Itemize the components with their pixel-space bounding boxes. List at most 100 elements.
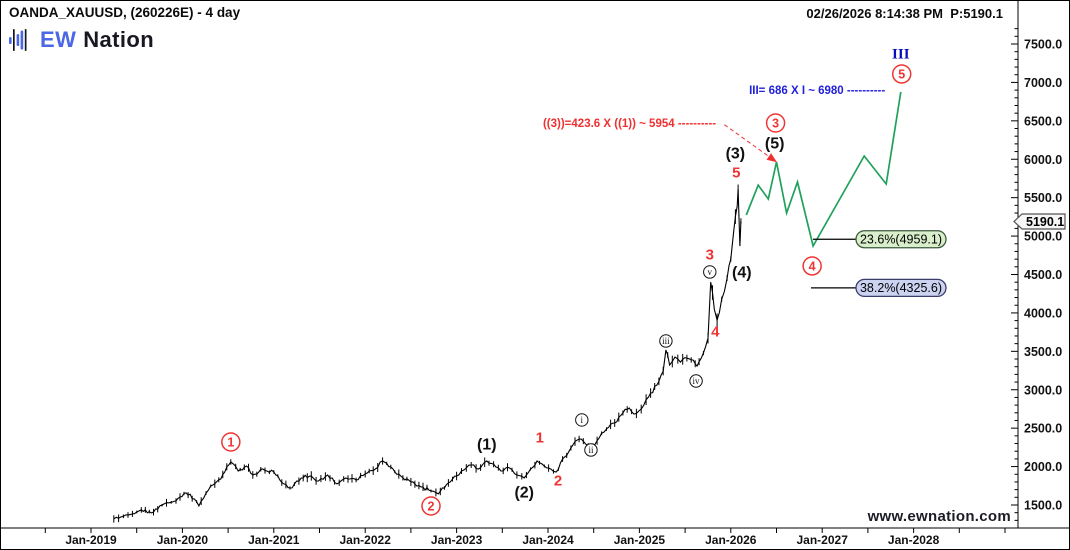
wave-text: 2 (428, 499, 435, 513)
wave-text: iv (693, 376, 701, 386)
wave-label-circled-roman: iii (659, 334, 673, 348)
wave-label-paren-black: (2) (514, 485, 534, 502)
y-tick-label: 7000.0 (1024, 76, 1062, 90)
wave-circle (765, 113, 786, 133)
y-tick-label: 3000.0 (1024, 383, 1062, 397)
annotation-arrow-head (766, 153, 777, 163)
wave-label-circled-red: 5 (891, 64, 912, 84)
wave-text: (1) (477, 436, 497, 453)
wave-label-paren-black: (3) (726, 146, 746, 163)
x-tick-label: Jan-2026 (705, 533, 757, 547)
wave-text: 3 (772, 116, 779, 130)
wave-label-circled-red: 1 (221, 432, 241, 452)
wave-text: 4 (809, 259, 816, 273)
wave-circle (575, 413, 589, 427)
x-tick-label: Jan-2022 (340, 533, 392, 547)
wave-label-paren-black: (5) (765, 136, 785, 153)
wave-text: 1 (227, 435, 234, 449)
wave-circle (221, 432, 241, 452)
wave-label-plain-red: 2 (554, 472, 562, 489)
wave-circle (891, 64, 912, 84)
y-tick-label: 5500.0 (1024, 191, 1062, 205)
wave-label-circled-red: 2 (421, 496, 441, 516)
annotation-red: ((3))=423.6 X ((1)) ~ 5954 ---------- (543, 118, 716, 130)
fib-label-text: 38.2%(4325.6) (860, 281, 942, 295)
wave-label-circled-roman: i (575, 413, 589, 427)
wave-circle (802, 256, 822, 276)
wave-label-circled-red: 3 (765, 113, 786, 133)
wave-circle (659, 334, 673, 348)
y-tick-label: 2500.0 (1024, 422, 1062, 436)
last-price-tag: 5190.1 (1013, 213, 1066, 230)
last-price-value: 5190.1 (1026, 215, 1064, 229)
x-tick-label: Jan-2021 (248, 533, 300, 547)
wave-text: iii (662, 336, 670, 346)
wave-label-plain-red: 3 (706, 246, 714, 263)
wave-label-circled-roman: ii (584, 443, 598, 457)
wave-text: 5 (898, 67, 905, 81)
x-tick-label: Jan-2028 (888, 533, 940, 547)
wave-text: v (708, 267, 713, 277)
annotation-arrow-line (724, 124, 772, 159)
wave-label-plain-red: 5 (732, 165, 740, 182)
y-tick-label: 1500.0 (1024, 499, 1062, 513)
wave-label-circled-roman: v (703, 265, 717, 279)
y-tick-label: 7500.0 (1024, 38, 1062, 52)
wave-circle (703, 265, 717, 279)
y-tick-label: 3500.0 (1024, 345, 1062, 359)
annotation-blue: III= 686 X I ~ 6980 ---------- (749, 85, 885, 97)
wave-circle (689, 374, 703, 388)
y-tick-label: 6500.0 (1024, 114, 1062, 128)
equalizer-bars-icon (9, 29, 27, 51)
wave-text: 3 (706, 246, 714, 263)
y-tick-label: 2000.0 (1024, 460, 1062, 474)
wave-text: (5) (765, 136, 785, 153)
wave-label-paren-black: (1) (477, 436, 497, 453)
y-tick-label: 4500.0 (1024, 268, 1062, 282)
last-price-tag-shape (1013, 213, 1066, 230)
wave-label-paren-black: (4) (732, 264, 752, 281)
wave-text: III (892, 46, 910, 62)
wave-text: (2) (514, 485, 534, 502)
logo-text-ew: EW (40, 27, 77, 52)
wave-text: (4) (732, 264, 752, 281)
wave-text: (3) (726, 146, 746, 163)
time-scale[interactable]: Jan-2019 Jan-2020 Jan-2021 Jan-2022 Jan-2023… (1, 527, 1070, 547)
x-tick-label: Jan-2020 (157, 533, 209, 547)
projection-line (745, 91, 902, 249)
fib-level: 23.6%(4959.1) (812, 230, 947, 249)
wave-label-roman-blue: III (892, 46, 910, 62)
wave-circle (421, 496, 441, 516)
fib-label-text: 23.6%(4959.1) (860, 233, 942, 247)
wave-text: ii (588, 445, 594, 455)
x-tick-label: Jan-2019 (65, 533, 117, 547)
wave-circle (584, 443, 598, 457)
y-tick-label: 6000.0 (1024, 153, 1062, 167)
wave-text: 2 (554, 472, 562, 489)
wave-text: i (581, 415, 584, 425)
fib-label-box (855, 278, 947, 298)
brand-logo: EW Nation (9, 26, 154, 54)
wave-label-circled-red: 4 (802, 256, 822, 276)
price-scale[interactable]: 1500.0 2000.0 2500.0 3000.0 3500.0 4000.0 4500… (1011, 1, 1062, 528)
datetime-price-readout: 02/26/2026 8:14:38 PM P:5190.1 (806, 6, 1003, 21)
symbol-title: OANDA_XAUUSD, (260226E) - 4 day (9, 5, 241, 20)
fib-level: 38.2%(4325.6) (810, 278, 947, 298)
price-series-path (113, 189, 742, 520)
y-tick-label: 4000.0 (1024, 306, 1062, 320)
wave-label-plain-red: 1 (536, 430, 544, 447)
x-tick-label: Jan-2027 (797, 533, 849, 547)
wave-label-plain-red: 4 (711, 323, 720, 340)
wave-label-circled-roman: iv (689, 374, 703, 388)
wave-text: 4 (711, 323, 720, 340)
x-tick-label: Jan-2023 (431, 533, 483, 547)
price-series-bars (113, 184, 742, 523)
x-tick-label: Jan-2024 (522, 533, 574, 547)
watermark-text: www.ewnation.com (867, 508, 1011, 525)
x-tick-label: Jan-2025 (614, 533, 666, 547)
wave-text: 5 (732, 165, 740, 182)
fib-label-box (855, 230, 947, 249)
y-tick-label: 5000.0 (1024, 230, 1062, 244)
